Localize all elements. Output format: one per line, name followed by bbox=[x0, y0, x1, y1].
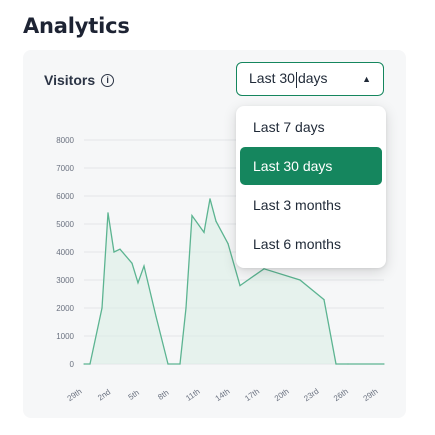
option-last-30-days[interactable]: Last 30 days bbox=[240, 147, 382, 185]
x-tick-label: 29th bbox=[66, 387, 84, 403]
data-point bbox=[137, 282, 139, 284]
data-point bbox=[107, 212, 109, 214]
x-tick-label: 29th bbox=[362, 387, 380, 403]
x-axis: 29th 2nd 5th 8th 11th 14th 17th 20th 23rd 26th 29t… bbox=[66, 387, 380, 404]
y-tick-label: 8000 bbox=[56, 136, 74, 145]
date-range-menu: Last 7 days Last 30 days Last 3 months L… bbox=[236, 106, 386, 268]
y-tick-label: 6000 bbox=[56, 192, 74, 201]
data-point bbox=[323, 299, 325, 301]
data-point bbox=[299, 279, 301, 281]
data-point bbox=[155, 315, 157, 317]
card-header: Visitors i bbox=[44, 72, 115, 88]
data-point bbox=[119, 248, 121, 250]
x-tick-label: 17th bbox=[243, 387, 261, 403]
data-point bbox=[227, 243, 229, 245]
date-range-value: Last 30 days bbox=[249, 70, 328, 88]
x-tick-label: 8th bbox=[156, 388, 170, 402]
data-point bbox=[191, 215, 193, 217]
x-tick-label: 26th bbox=[332, 387, 350, 403]
data-point bbox=[143, 265, 145, 267]
card-title: Visitors bbox=[44, 72, 96, 88]
date-range-value-end: days bbox=[297, 70, 328, 87]
data-point bbox=[239, 285, 241, 287]
data-point bbox=[263, 268, 265, 270]
y-tick-label: 1000 bbox=[56, 332, 74, 341]
x-tick-label: 2nd bbox=[96, 387, 112, 402]
data-point bbox=[215, 220, 217, 222]
option-last-3-months[interactable]: Last 3 months bbox=[253, 197, 341, 213]
data-point bbox=[209, 198, 211, 200]
data-point bbox=[185, 307, 187, 309]
x-tick-label: 20th bbox=[273, 387, 291, 403]
y-tick-label: 3000 bbox=[56, 276, 74, 285]
date-range-value-start: Last 30 bbox=[249, 70, 295, 87]
data-point bbox=[101, 307, 103, 309]
text-cursor bbox=[295, 71, 297, 88]
x-tick-label: 23rd bbox=[302, 387, 320, 404]
data-point bbox=[335, 363, 337, 365]
data-point bbox=[203, 231, 205, 233]
data-point bbox=[131, 262, 133, 264]
data-point bbox=[383, 363, 385, 365]
data-point bbox=[179, 363, 181, 365]
y-tick-label: 2000 bbox=[56, 304, 74, 313]
y-tick-label: 7000 bbox=[56, 164, 74, 173]
data-point bbox=[113, 251, 115, 253]
x-tick-label: 5th bbox=[127, 388, 141, 402]
page-title: Analytics bbox=[23, 14, 130, 38]
chart-area bbox=[83, 198, 385, 365]
option-last-7-days[interactable]: Last 7 days bbox=[253, 119, 325, 135]
x-tick-label: 11th bbox=[184, 387, 201, 403]
data-point bbox=[167, 363, 169, 365]
date-range-select[interactable]: Last 30 days ▲ bbox=[236, 62, 384, 96]
y-tick-label: 0 bbox=[70, 360, 75, 369]
option-last-6-months[interactable]: Last 6 months bbox=[253, 236, 341, 252]
info-icon[interactable]: i bbox=[101, 73, 115, 87]
data-point bbox=[89, 363, 91, 365]
data-point bbox=[347, 363, 349, 365]
y-axis: 0 1000 2000 3000 4000 5000 6000 7000 8000 bbox=[56, 136, 74, 369]
visitors-area-fill bbox=[84, 198, 384, 364]
chevron-up-icon: ▲ bbox=[362, 74, 371, 84]
y-tick-label: 5000 bbox=[56, 220, 74, 229]
data-point bbox=[83, 363, 85, 365]
y-tick-label: 4000 bbox=[56, 248, 74, 257]
x-tick-label: 14th bbox=[214, 387, 232, 403]
